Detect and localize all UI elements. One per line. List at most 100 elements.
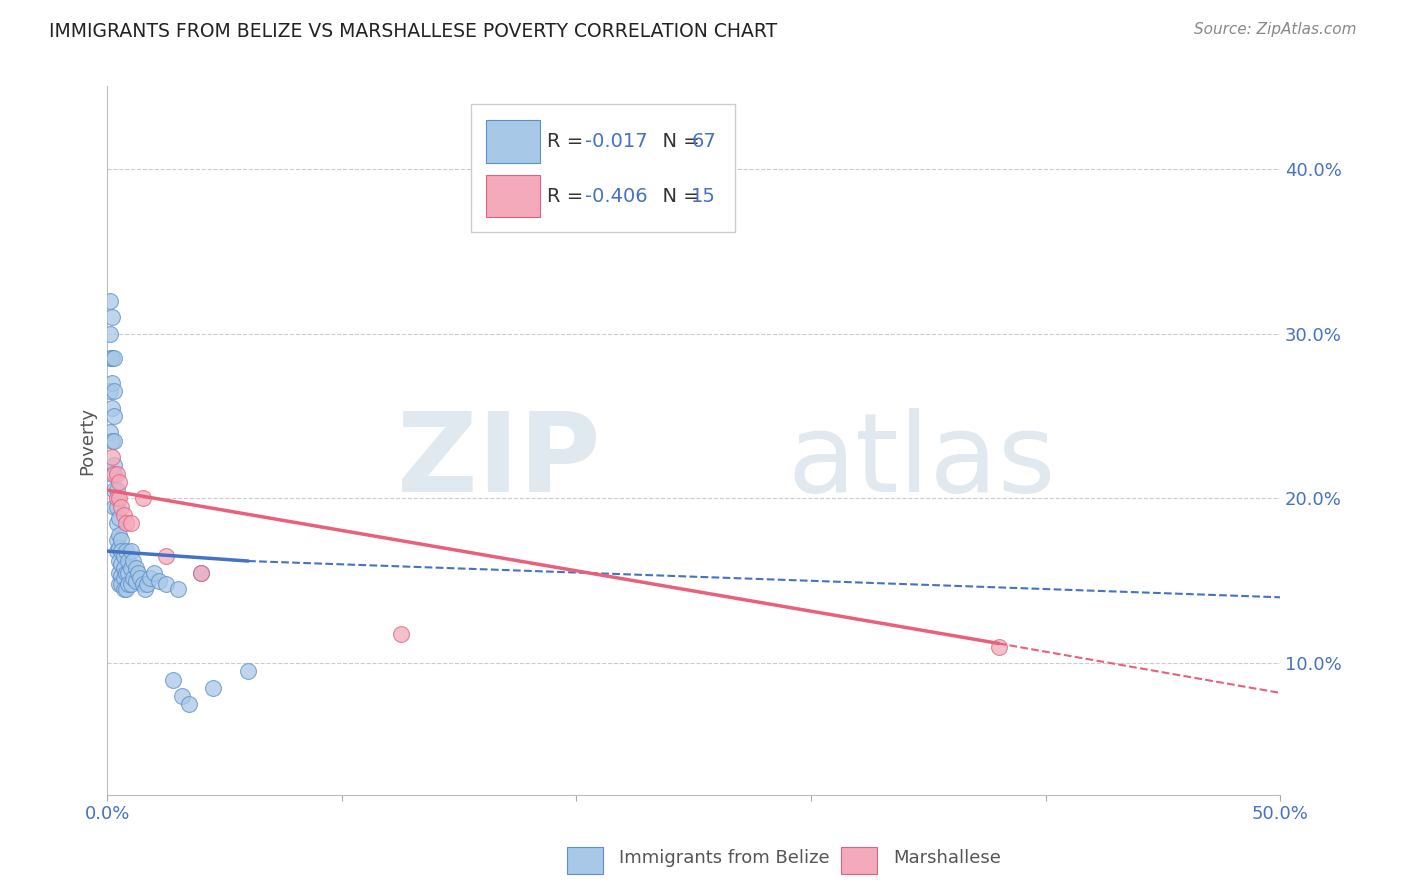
Point — [101, 434, 124, 448]
Point — [155, 549, 177, 563]
Point — [115, 566, 138, 580]
Point — [103, 500, 125, 514]
Y-axis label: Poverty: Poverty — [79, 407, 96, 475]
Text: ZIP: ZIP — [396, 409, 600, 516]
Text: R =: R = — [547, 186, 589, 206]
Point — [103, 458, 125, 473]
FancyBboxPatch shape — [486, 175, 540, 218]
Text: Source: ZipAtlas.com: Source: ZipAtlas.com — [1194, 22, 1357, 37]
Point — [122, 570, 145, 584]
Point — [98, 293, 121, 308]
Text: atlas: atlas — [787, 409, 1056, 516]
Text: Marshallese: Marshallese — [893, 849, 1001, 867]
Point — [190, 566, 212, 580]
Point — [117, 577, 139, 591]
Point — [124, 574, 146, 588]
Text: N =: N = — [651, 132, 706, 151]
Point — [108, 577, 131, 591]
Text: 67: 67 — [692, 132, 716, 151]
Point — [155, 577, 177, 591]
Point — [201, 681, 224, 695]
Point — [129, 570, 152, 584]
Point — [108, 541, 131, 555]
Point — [115, 582, 138, 596]
Point — [110, 544, 132, 558]
Point — [110, 500, 132, 514]
Point — [105, 500, 128, 514]
Point — [103, 467, 125, 481]
Point — [103, 483, 125, 498]
Point — [148, 574, 170, 588]
Point — [108, 475, 131, 489]
Point — [105, 544, 128, 558]
Text: Immigrants from Belize: Immigrants from Belize — [619, 849, 830, 867]
Text: -0.406: -0.406 — [585, 186, 647, 206]
Point — [131, 491, 153, 506]
Point — [166, 582, 188, 596]
Point — [110, 577, 132, 591]
Point — [117, 554, 139, 568]
Point — [98, 425, 121, 440]
Point — [110, 569, 132, 583]
Point — [103, 434, 125, 448]
Point — [103, 409, 125, 423]
Text: IMMIGRANTS FROM BELIZE VS MARSHALLESE POVERTY CORRELATION CHART: IMMIGRANTS FROM BELIZE VS MARSHALLESE PO… — [49, 22, 778, 41]
Point — [98, 351, 121, 366]
Point — [101, 376, 124, 390]
Point — [105, 533, 128, 547]
Point — [131, 577, 153, 591]
Point — [110, 533, 132, 547]
Point — [120, 516, 142, 530]
Point — [98, 326, 121, 341]
Point — [108, 554, 131, 568]
Point — [389, 626, 412, 640]
Text: N =: N = — [651, 186, 706, 206]
Point — [101, 310, 124, 324]
Point — [117, 566, 139, 580]
Point — [101, 401, 124, 415]
Point — [115, 516, 138, 530]
Point — [143, 566, 166, 580]
Point — [103, 384, 125, 399]
Point — [101, 467, 124, 481]
Point — [112, 582, 135, 596]
Text: R =: R = — [547, 132, 589, 151]
Point — [105, 483, 128, 498]
Point — [120, 560, 142, 574]
Point — [108, 566, 131, 580]
FancyBboxPatch shape — [471, 104, 735, 232]
Point — [138, 570, 160, 584]
Point — [105, 491, 128, 506]
Point — [110, 558, 132, 572]
Point — [190, 566, 212, 580]
Point — [108, 527, 131, 541]
Text: 15: 15 — [692, 186, 716, 206]
Text: -0.017: -0.017 — [585, 132, 647, 151]
Point — [134, 582, 156, 596]
Point — [172, 689, 194, 703]
Point — [112, 570, 135, 584]
Point — [112, 549, 135, 563]
Point — [127, 566, 149, 580]
Point — [108, 491, 131, 506]
Point — [124, 560, 146, 574]
Point — [105, 467, 128, 481]
Point — [179, 698, 201, 712]
Point — [98, 384, 121, 399]
Point — [101, 351, 124, 366]
Point — [987, 640, 1010, 654]
Point — [112, 560, 135, 574]
Point — [101, 450, 124, 465]
Point — [162, 673, 184, 687]
Point — [136, 577, 159, 591]
FancyBboxPatch shape — [486, 120, 540, 163]
Point — [105, 516, 128, 530]
Point — [108, 511, 131, 525]
Point — [120, 577, 142, 591]
Point — [115, 544, 138, 558]
Point — [120, 544, 142, 558]
Point — [236, 665, 259, 679]
Point — [112, 508, 135, 522]
Point — [122, 554, 145, 568]
Point — [103, 351, 125, 366]
